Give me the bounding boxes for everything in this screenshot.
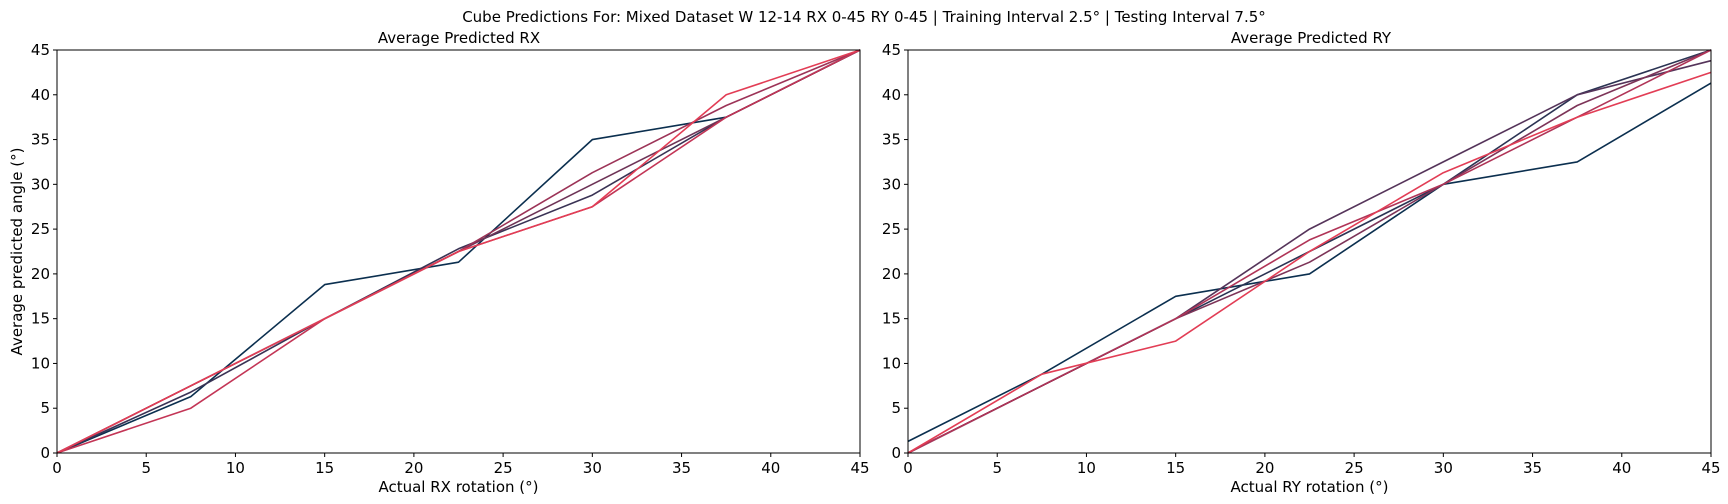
rx-chart: Average Predicted RX 0 5 10 15 20 25 30 35 40 450… [8, 29, 870, 496]
ry-series-lines [907, 49, 1712, 454]
rx-y-tick-label: 40 [31, 86, 50, 104]
ry-x-tick-label: 35 [1523, 459, 1542, 477]
rx-y-axis-label: Average predicted angle (°) [8, 148, 26, 356]
ry-y-tick-label: 15 [882, 310, 901, 328]
rx-x-tick-label: 25 [494, 459, 513, 477]
rx-x-tick-label: 35 [672, 459, 691, 477]
ry-y-tick-label: 45 [882, 41, 901, 59]
rx-x-tick-label: 40 [761, 459, 780, 477]
rx-y-tick-label: 20 [31, 265, 50, 283]
rx-x-axis-label: Actual RX rotation (°) [378, 478, 538, 496]
rx-x-tick-label: 45 [850, 459, 869, 477]
rx-series-line-6 [56, 49, 861, 454]
ry-x-axis-label: Actual RY rotation (°) [1231, 478, 1389, 496]
ry-plot-frame [907, 49, 1712, 454]
ry-y-tick-label: 10 [882, 354, 901, 372]
rx-y-tick-label: 10 [31, 354, 50, 372]
rx-axis-ticks: 0 5 10 15 20 25 30 35 40 45 0 5 10 15 20 25 30 35 40 45 [31, 41, 870, 477]
rx-y-tick-label: 0 [40, 444, 50, 462]
rx-series-lines [56, 49, 861, 454]
ry-x-tick-label: 45 [1701, 459, 1720, 477]
ry-chart-title: Average Predicted RY [1231, 29, 1392, 47]
ry-y-tick-label: 35 [882, 131, 901, 149]
rx-y-tick-label: 30 [31, 175, 50, 193]
ry-axis-ticks: 0 5 10 15 20 25 30 35 40 45 0 5 10 15 20 25 30 35 40 45 [882, 41, 1721, 477]
ry-x-tick-label: 5 [992, 459, 1002, 477]
ry-chart: Average Predicted RY 0 5 10 15 20 25 30 35 40 450… [882, 29, 1721, 496]
rx-plot-frame [56, 49, 861, 454]
ry-x-tick-label: 20 [1255, 459, 1274, 477]
ry-x-tick-label: 40 [1612, 459, 1631, 477]
rx-x-tick-label: 30 [583, 459, 602, 477]
rx-y-tick-label: 25 [31, 220, 50, 238]
rx-y-tick-label: 15 [31, 310, 50, 328]
ry-y-tick-label: 25 [882, 220, 901, 238]
ry-x-tick-label: 0 [903, 459, 913, 477]
ry-y-tick-label: 30 [882, 175, 901, 193]
ry-x-tick-label: 10 [1077, 459, 1096, 477]
ry-y-tick-label: 20 [882, 265, 901, 283]
ry-x-tick-label: 15 [1166, 459, 1185, 477]
ry-y-tick-label: 5 [891, 399, 901, 417]
rx-y-tick-label: 45 [31, 41, 50, 59]
ry-series-line-3 [907, 59, 1712, 454]
rx-x-tick-label: 20 [404, 459, 423, 477]
figure-suptitle: Cube Predictions For: Mixed Dataset W 12… [462, 8, 1266, 26]
ry-x-tick-label: 30 [1434, 459, 1453, 477]
rx-y-tick-label: 5 [40, 399, 50, 417]
ry-series-line-6 [907, 71, 1712, 454]
ry-x-tick-label: 25 [1345, 459, 1364, 477]
rx-x-tick-label: 10 [226, 459, 245, 477]
rx-x-tick-label: 15 [315, 459, 334, 477]
rx-x-tick-label: 0 [52, 459, 62, 477]
ry-y-tick-label: 0 [891, 444, 901, 462]
rx-x-tick-label: 5 [141, 459, 151, 477]
rx-y-tick-label: 35 [31, 131, 50, 149]
ry-y-tick-label: 40 [882, 86, 901, 104]
rx-chart-title: Average Predicted RX [378, 29, 540, 47]
